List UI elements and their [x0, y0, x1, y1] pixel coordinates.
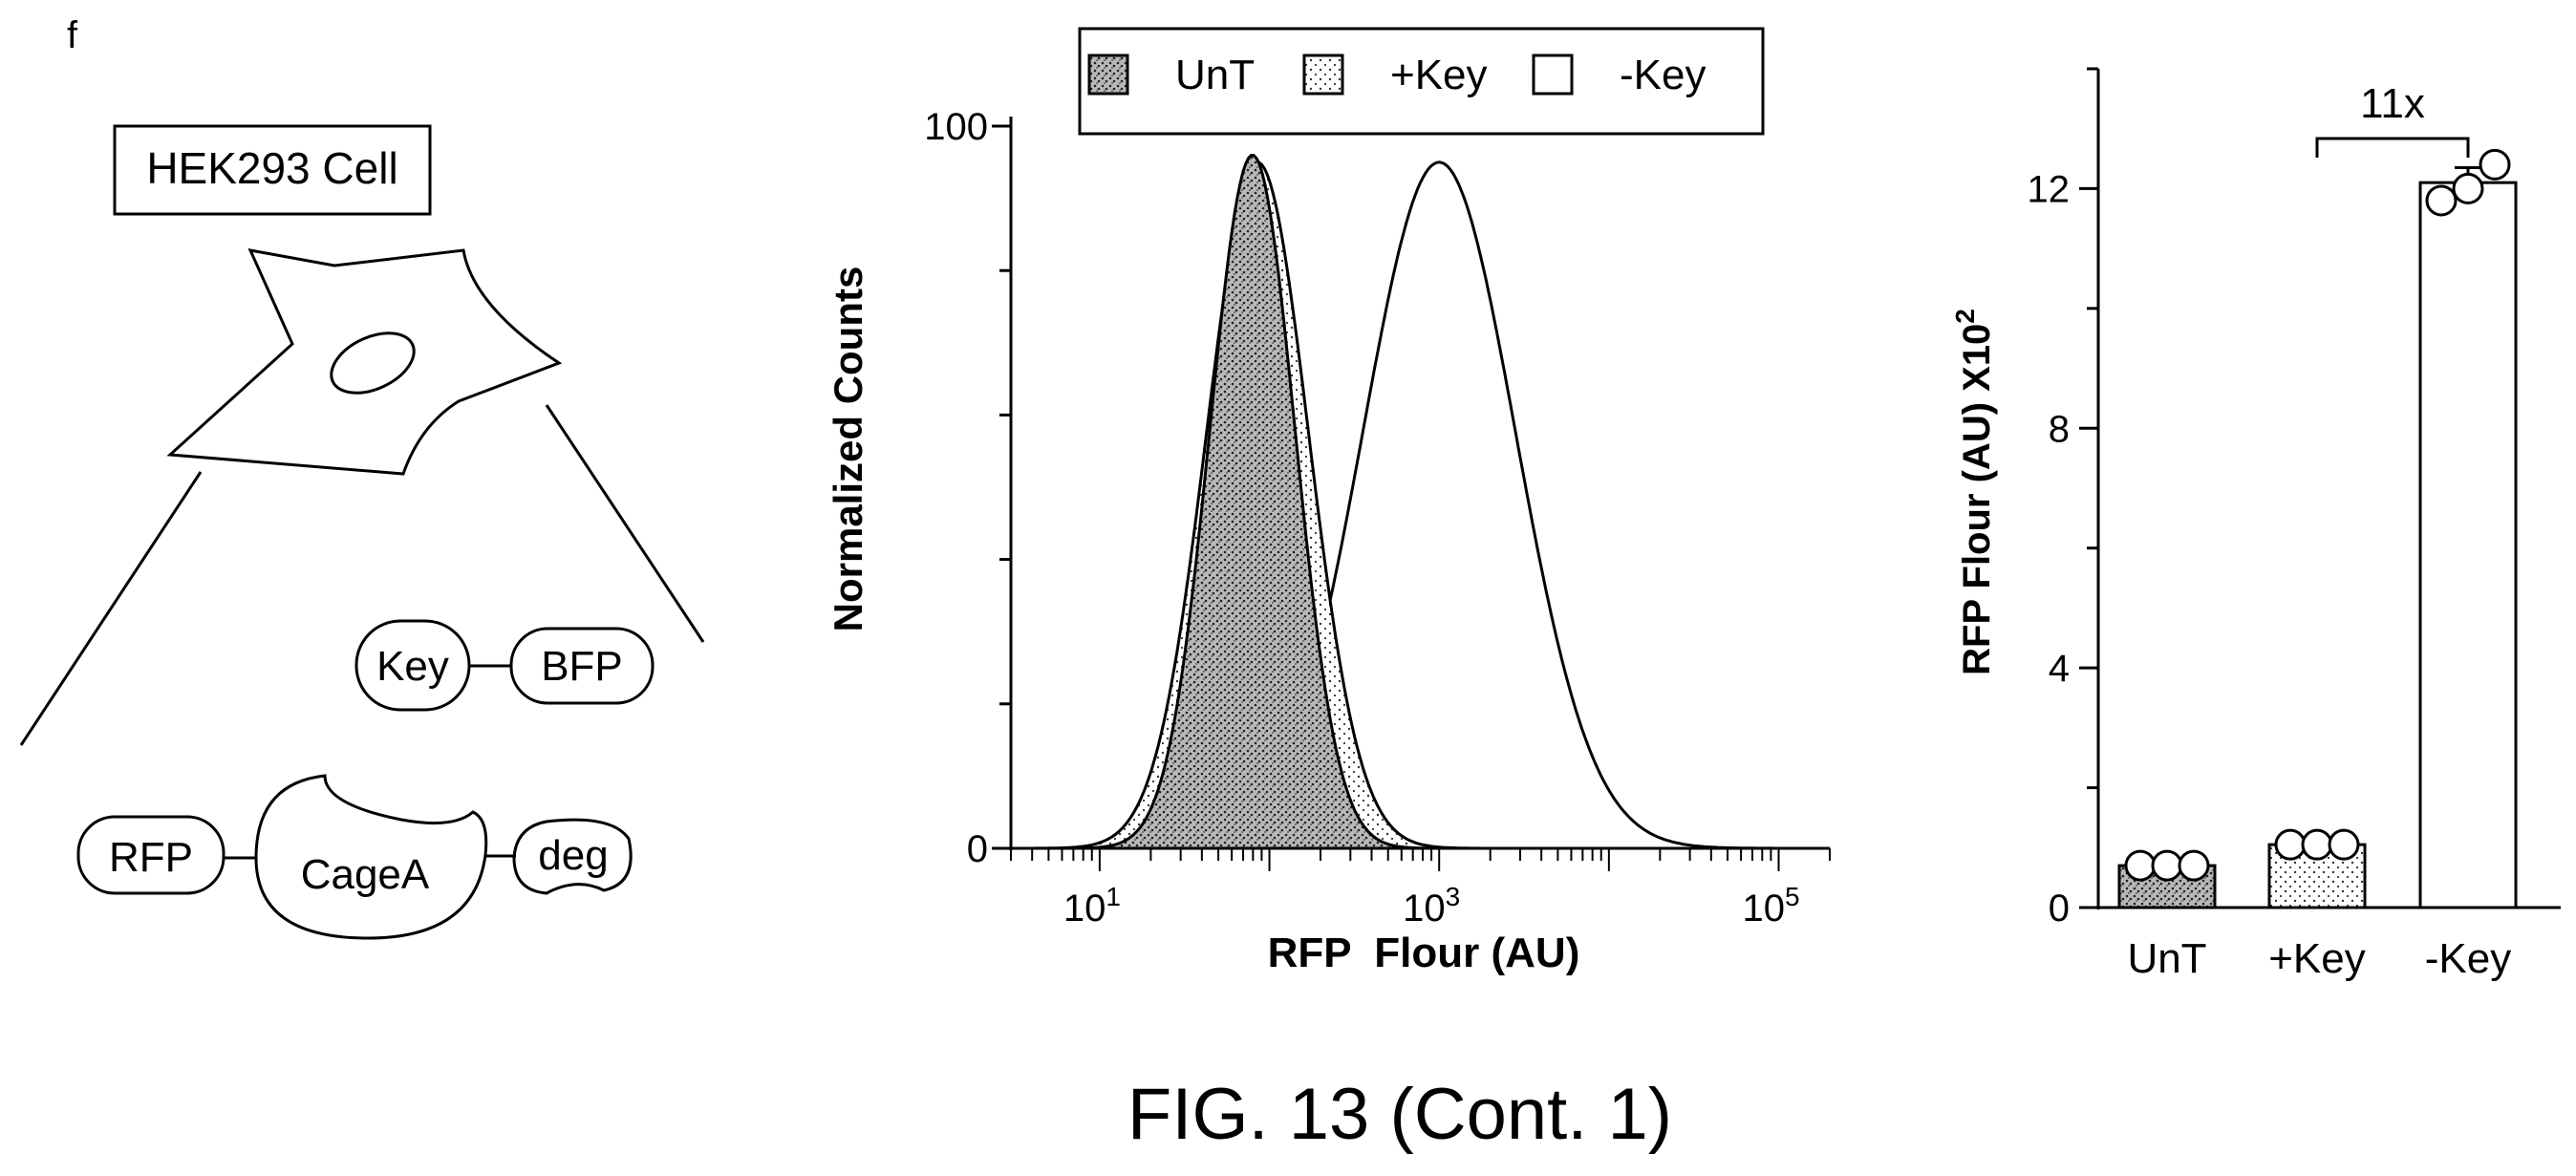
data-point — [2328, 828, 2360, 861]
data-point — [2301, 828, 2333, 861]
bfp-label: BFP — [541, 643, 623, 690]
legend-swatch-1 — [1087, 53, 1129, 96]
zoom-line-left — [19, 471, 203, 746]
bfp-box — [509, 627, 655, 705]
key-label: Key — [376, 643, 449, 690]
deg-shape — [512, 818, 633, 895]
bar-y-axis-label-main: RFP Flour (AU) X10 — [1956, 324, 1998, 675]
data-point — [2425, 184, 2458, 217]
bar-y-tick-label: 12 — [2028, 168, 2071, 210]
histogram-y-tick-label: 0 — [967, 828, 988, 870]
deg-label: deg — [538, 832, 608, 879]
figure-caption: FIG. 13 (Cont. 1) — [1127, 1074, 1672, 1155]
bar-y-tick-label: 4 — [2049, 648, 2070, 690]
legend-swatch-3 — [1532, 53, 1574, 96]
zoom-line-right — [545, 404, 705, 643]
histogram-x-tick-exponent: 1 — [1106, 882, 1121, 911]
bar-3 — [2418, 181, 2518, 909]
cage-label: CageA — [301, 851, 430, 898]
data-point — [2178, 849, 2210, 882]
legend-box — [1078, 27, 1765, 136]
data-point — [2479, 148, 2511, 181]
histogram-chart: 0 100 101 103 105 UnT +Key -Key — [924, 27, 1831, 930]
rfp-label: RFP — [109, 834, 193, 881]
bar-chart: 0 4 8 12 UnT +Key -Key 11x — [2028, 67, 2561, 982]
rfp-box — [76, 815, 225, 895]
cell-label: HEK293 Cell — [146, 143, 397, 193]
histogram-curve-unt — [1011, 154, 1830, 850]
data-point — [2452, 172, 2484, 204]
bar-y-tick-label: 8 — [2049, 408, 2070, 450]
histogram-tick-labels: 0 100 101 103 105 — [924, 106, 1799, 930]
cage-shape — [254, 774, 488, 940]
cell-label-box — [113, 124, 432, 216]
cell-nucleus — [330, 331, 416, 395]
histogram-x-axis-label: RFP Flour (AU) — [1268, 930, 1580, 976]
fold-change-label: 11x — [2360, 80, 2425, 127]
data-point — [2124, 849, 2157, 882]
histogram-x-tick-label: 103 — [1403, 882, 1460, 930]
histogram-curves — [1011, 154, 1830, 850]
histogram-curve-key — [1011, 160, 1830, 850]
bar-y-axis-label-sup: 2 — [1950, 309, 1980, 324]
histogram-x-tick-label: 105 — [1742, 882, 1799, 930]
bar-category-label: -Key — [2425, 935, 2511, 982]
bar-annotation: 11x — [2315, 80, 2470, 158]
panel-label: f — [67, 14, 78, 56]
histogram-legend: UnT +Key -Key — [1078, 27, 1765, 136]
legend-swatch-2 — [1302, 53, 1344, 96]
bar-y-axis-label: RFP Flour (AU) X102 — [1950, 309, 1998, 675]
histogram-x-tick-exponent: 5 — [1785, 882, 1800, 911]
bar-marks — [2117, 148, 2518, 909]
histogram-x-tick-label: 101 — [1063, 882, 1121, 930]
histogram-y-tick-label: 100 — [924, 106, 988, 148]
data-point — [2151, 849, 2183, 882]
bar-category-label: UnT — [2127, 935, 2206, 982]
bar-y-tick-label: 0 — [2049, 887, 2070, 930]
cell-outline — [166, 248, 563, 476]
histogram-curve-key — [1011, 160, 1830, 850]
legend-label-2: +Key — [1390, 52, 1488, 98]
significance-bracket — [2315, 137, 2470, 158]
legend-label-1: UnT — [1175, 52, 1255, 98]
histogram-axes — [992, 117, 1831, 871]
histogram-x-tick-exponent: 3 — [1446, 882, 1461, 911]
histogram-y-axis-label: Normalized Counts — [826, 267, 870, 632]
data-point — [2274, 828, 2307, 861]
bar-axes — [2079, 67, 2561, 909]
schematic — [19, 124, 705, 940]
legend-label-3: -Key — [1620, 52, 1706, 98]
bar-category-label: +Key — [2268, 935, 2366, 982]
bar-tick-labels: 0 4 8 12 UnT +Key -Key — [2028, 168, 2512, 982]
